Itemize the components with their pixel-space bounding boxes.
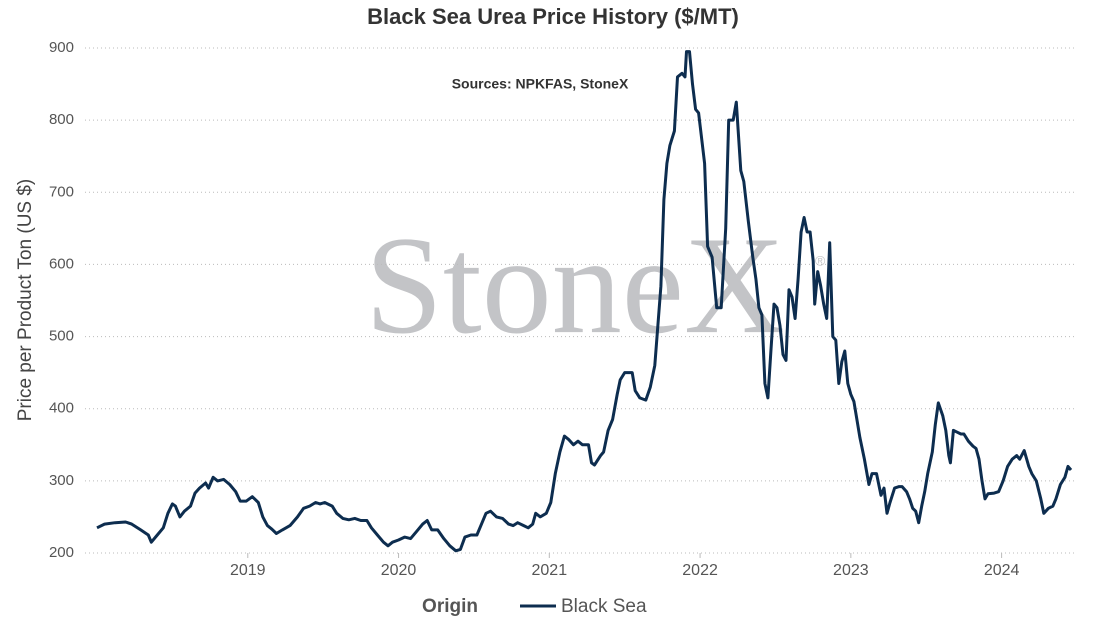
y-tick-label: 400 [49, 400, 74, 417]
x-tick-label: 2023 [833, 562, 869, 579]
x-tick-label: 2024 [984, 562, 1020, 579]
y-tick-label: 300 [49, 472, 74, 489]
x-tick-label: 2022 [682, 562, 718, 579]
y-tick-label: 800 [49, 111, 74, 128]
legend-title: Origin [422, 596, 478, 617]
series-line [96, 50, 1073, 553]
y-tick-label: 200 [49, 544, 74, 561]
watermark-mark: ® [815, 253, 826, 269]
y-tick-label: 900 [49, 39, 74, 56]
x-tick-label: 2021 [532, 562, 568, 579]
chart-title: Black Sea Urea Price History ($/MT) [367, 4, 739, 29]
x-tick-label: 2019 [230, 562, 266, 579]
chart-subtitle: Sources: NPKFAS, StoneX [452, 76, 629, 92]
y-tick-label: 700 [49, 183, 74, 200]
legend-label: Black Sea [561, 596, 647, 617]
x-tick-label: 2020 [381, 562, 417, 579]
y-tick-label: 500 [49, 328, 74, 345]
y-axis-label: Price per Product Ton (US $) [15, 179, 36, 422]
y-tick-label: 600 [49, 255, 74, 272]
